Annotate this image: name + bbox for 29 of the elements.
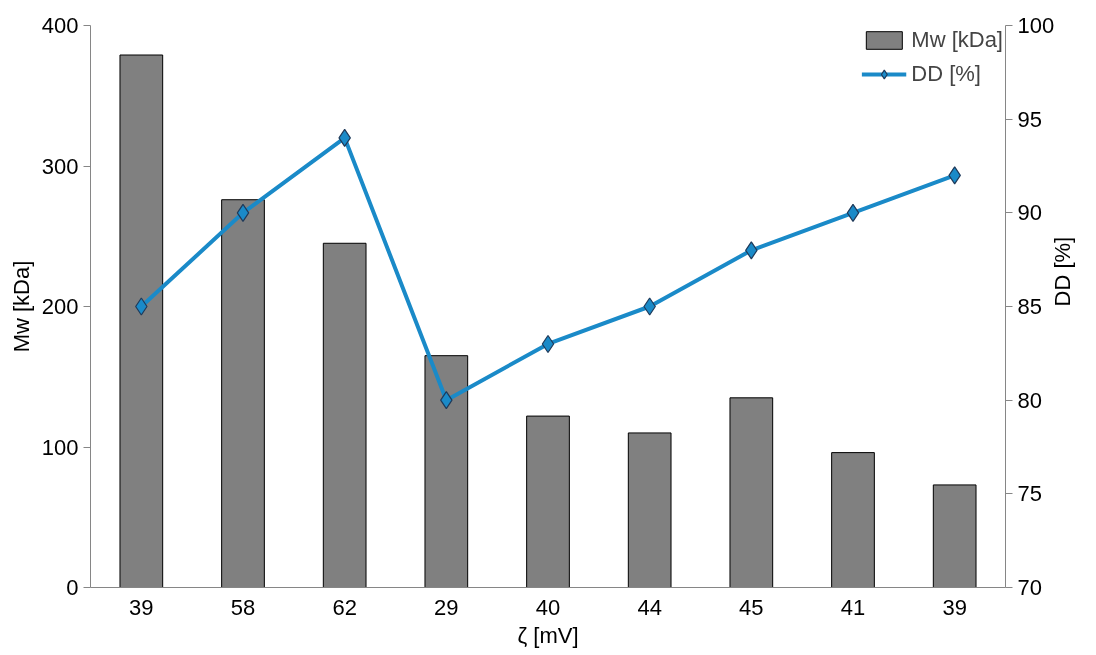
x-tick-label: 62	[332, 594, 357, 620]
y2-tick-label: 100	[1017, 13, 1055, 38]
y2-tick-label: 80	[1017, 387, 1042, 413]
x-axis-title: ζ [mV]	[517, 622, 579, 648]
y2-tick-label: 85	[1017, 294, 1042, 319]
y2-axis-title: DD [%]	[1049, 236, 1075, 307]
y2-tick-label: 70	[1017, 575, 1042, 600]
x-tick-label: 44	[637, 594, 662, 620]
y-tick-label: 300	[41, 153, 79, 179]
point	[236, 203, 250, 222]
point	[541, 334, 555, 354]
x-tick-label: 39	[942, 594, 967, 620]
x-tick-label: 45	[739, 594, 764, 620]
y2-tick-label: 75	[1017, 481, 1042, 507]
x-tick-label: 29	[434, 594, 459, 620]
x-tick-label: 39	[129, 594, 154, 620]
y-tick-label: 100	[41, 434, 79, 460]
point	[846, 203, 860, 222]
x-tick-label: 40	[535, 594, 561, 620]
y2-tick-label: 95	[1017, 106, 1042, 132]
y-tick-label: 200	[41, 294, 79, 319]
y2-tick-label: 90	[1017, 200, 1042, 226]
y-tick-label: 0	[66, 575, 79, 600]
x-tick-label: 41	[840, 594, 866, 620]
legend-label: Mw [kDa]	[911, 27, 1003, 53]
y-axis-title: Mw [kDa]	[8, 260, 34, 353]
x-tick-label: 58	[230, 594, 256, 620]
y-tick-label: 400	[41, 13, 79, 38]
legend-label: DD [%]	[911, 61, 981, 87]
